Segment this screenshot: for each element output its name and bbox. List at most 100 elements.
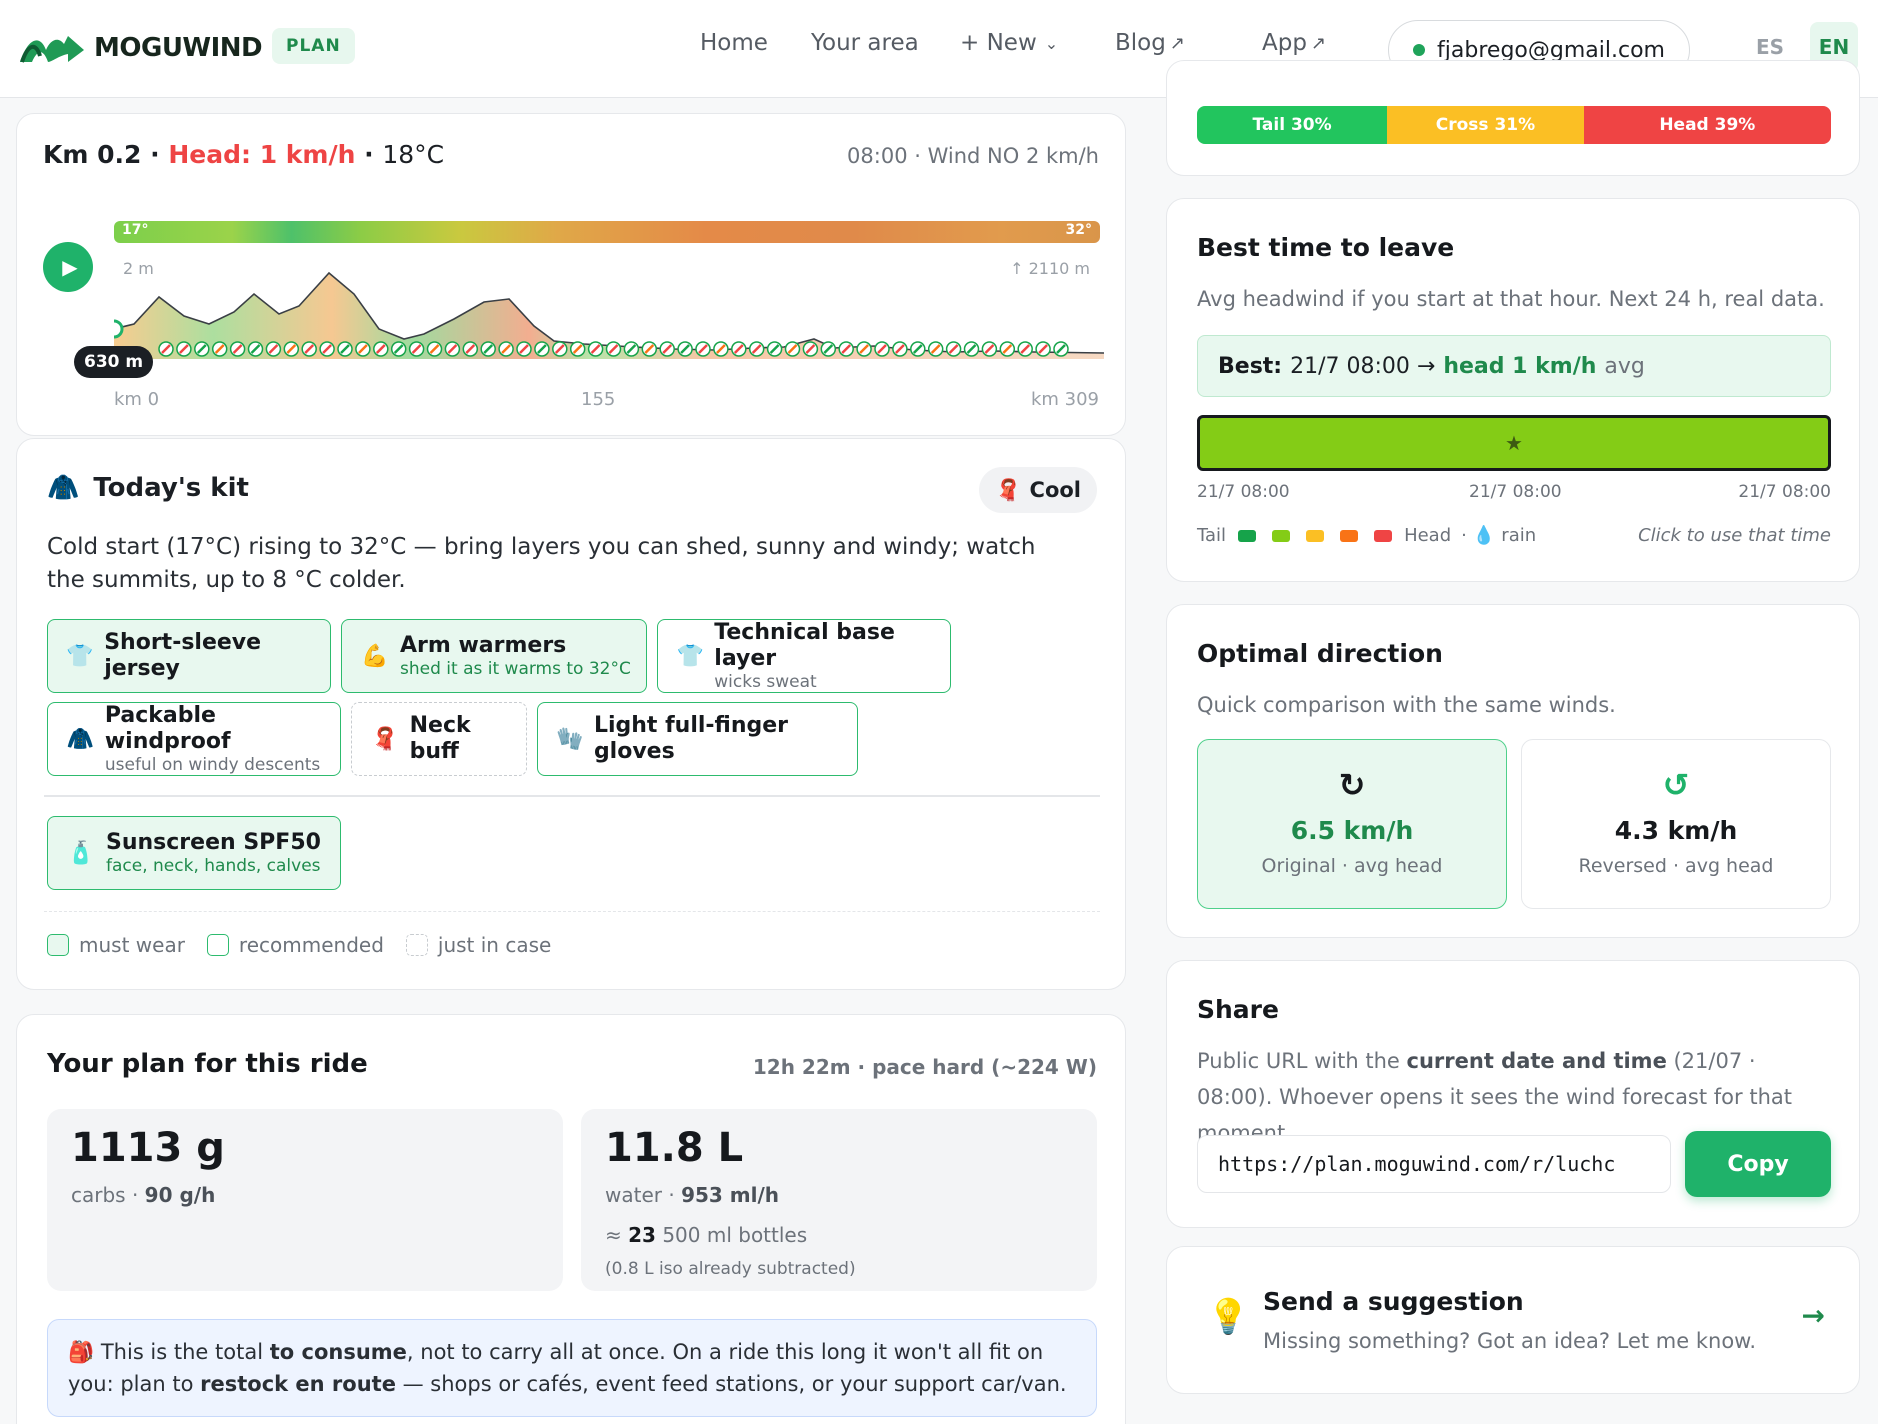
kit-item-title: Short-sleeve jersey [104,630,262,681]
weather-badge: 🧣 Cool [979,467,1097,513]
water-stat: 11.8 L water · 953 ml/h ≈ 23 500 ml bott… [581,1109,1097,1291]
wind-split-bar[interactable]: Tail 30% Cross 31% Head 39% [1197,106,1831,144]
wind-arrow [501,344,511,354]
nav-blog-label: Blog [1115,30,1166,56]
scarf-icon: 🧣 [995,477,1022,502]
max-altitude-value: 2110 m [1028,259,1090,278]
wind-arrow [161,344,171,354]
temp-max-label: 32° [1065,222,1092,238]
reversed-label: Reversed · avg head [1578,855,1774,877]
sunscreen-icon: 🧴 [67,840,95,866]
current-altitude-tooltip: 630 m [74,346,154,378]
share-url-input[interactable] [1197,1135,1671,1193]
wind-arrow [930,344,941,354]
share-desc-a: Public URL with the [1197,1049,1407,1073]
bottles-label: 500 ml bottles [655,1223,808,1247]
elevation-card: Km 0.2 · Head: 1 km/h · 18°C 08:00 · Win… [16,113,1126,436]
kit-description: Cold start (17°C) rising to 32°C — bring… [47,534,1036,593]
slot-time-end: 21/7 08:00 [1738,482,1831,502]
nav-home[interactable]: Home [700,30,768,56]
nav-new[interactable]: + New ⌄ [960,30,1058,56]
rain-drop-icon: 💧 [1472,525,1496,546]
note-b: to consume [269,1340,407,1364]
start-altitude: 2 m [123,259,154,278]
km-start-label: km 0 [114,389,160,410]
wind-arrow [304,344,315,354]
rotate-cw-icon: ↻ [1338,766,1366,804]
suggestion-card[interactable]: 💡 Send a suggestion Missing something? G… [1166,1246,1860,1394]
wind-arrow [393,344,404,354]
separator: · [364,140,374,169]
best-avg: avg [1604,353,1645,379]
carbs-label-text: carbs · [71,1183,145,1207]
temperature-strip[interactable]: 17° 32° [114,221,1100,243]
external-link-icon: ↗ [1310,32,1327,54]
kit-item-neck-buff[interactable]: 🧣 Neck buff [351,702,527,776]
legend-swatch [1306,529,1325,542]
wind-arrow [250,344,261,354]
kit-item-sunscreen[interactable]: 🧴 Sunscreen SPF50 face, neck, hands, calv… [47,816,341,890]
hour-slot-bar[interactable]: ★ [1197,415,1831,471]
plan-card: Your plan for this ride 12h 22m · pace h… [16,1014,1126,1424]
wind-arrow [483,344,494,354]
wind-arrow [823,344,834,354]
elevation-chart[interactable] [114,244,1104,359]
restock-notice: 🎒 This is the total to consume, not to c… [47,1319,1097,1417]
carbs-value: 1113 g [71,1125,225,1171]
rotate-ccw-icon: ↺ [1662,766,1690,804]
kit-item-windproof[interactable]: 🧥 Packable windproof useful on windy desc… [47,702,341,776]
km-position: Km 0.2 [43,140,142,169]
logo[interactable]: MOGUWIND [18,28,263,68]
direction-desc: Quick comparison with the same winds. [1197,693,1616,717]
wind-arrow [375,344,386,354]
time-wind-info: 08:00 · Wind NO 2 km/h [847,144,1099,168]
water-label: water · 953 ml/h [605,1183,779,1207]
kit-item-gloves[interactable]: 🧤 Light full-finger gloves [537,702,858,776]
km-end-label: km 309 [1030,389,1099,410]
nav-blog[interactable]: Blog ↗ [1115,30,1185,56]
kit-item-arm-warmers[interactable]: 💪 Arm warmers shed it as it warms to 32°C [341,619,647,693]
bottles-info: ≈ 23 500 ml bottles [605,1223,807,1247]
divider [44,795,1100,797]
shirt-icon: 👕 [676,643,704,669]
best-time-card: Best time to leave Avg headwind if you s… [1166,198,1860,582]
wind-arrow [537,344,547,354]
note-c: , not to carry all at once. On a ride th… [68,1340,1044,1396]
arm-icon: 💪 [361,643,389,669]
account-button[interactable]: fjabrego@gmail.com [1388,20,1690,80]
kit-item-note: face, neck, hands, calves [106,856,321,876]
nav-your-area[interactable]: Your area [811,30,919,56]
original-value: 6.5 km/h [1290,816,1414,845]
water-rate: 953 ml/h [681,1183,780,1207]
shirt-icon: 👕 [66,643,94,669]
wind-arrow [286,344,297,354]
nav-app[interactable]: App ↗ [1262,30,1326,56]
copy-button[interactable]: Copy [1685,1131,1831,1197]
best-time-banner: Best: 21/7 08:00 → head 1 km/h avg [1197,335,1831,397]
wind-arrow [787,344,798,354]
kit-item-jersey[interactable]: 👕 Short-sleeve jersey [47,619,331,693]
legend-swatch [1238,529,1257,542]
direction-original[interactable]: ↻ 6.5 km/h Original · avg head [1197,739,1507,909]
legend-rec: recommended [238,933,384,957]
play-button[interactable]: ▶ [43,242,93,292]
direction-reversed[interactable]: ↺ 4.3 km/h Reversed · avg head [1521,739,1831,909]
wind-arrow [214,344,225,354]
wind-arrow [698,344,708,354]
arrow-right-icon: → [1801,1299,1825,1332]
legend-tail: Tail [1197,525,1227,546]
bottles-prefix: ≈ [605,1223,629,1247]
legend-swatch-just [405,934,428,956]
wind-arrow [196,344,207,354]
water-value: 11.8 L [605,1125,744,1171]
weather-badge-label: Cool [1029,478,1081,502]
wind-arrow [179,344,189,354]
lang-es[interactable]: ES [1755,35,1785,59]
kit-item-base-layer[interactable]: 👕 Technical base layer wicks sweat [657,619,951,693]
headwind-value: Head: 1 km/h [168,140,356,169]
best-label: Best: [1218,353,1283,379]
temperature-value: 18°C [382,140,445,169]
position-marker[interactable] [114,319,124,339]
nav-app-label: App [1262,30,1307,56]
bag-icon: 🎒 [68,1340,95,1364]
